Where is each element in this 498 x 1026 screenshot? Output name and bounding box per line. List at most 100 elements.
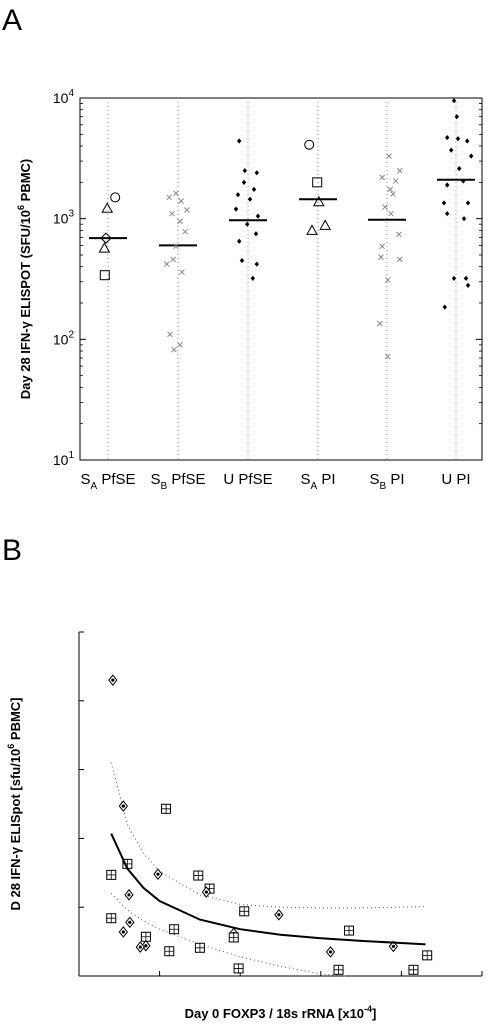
y-tick-label-1: 102 xyxy=(53,329,75,347)
category-label-1: SB PfSE xyxy=(150,471,205,492)
data-point xyxy=(163,261,170,267)
data-point xyxy=(382,204,388,210)
category-sub: B xyxy=(380,481,387,492)
marker-dot xyxy=(237,138,242,144)
data-point xyxy=(110,192,121,203)
category-rest: PI xyxy=(386,471,404,488)
data-point xyxy=(242,168,247,174)
marker-cross xyxy=(344,926,354,936)
y-label-exp: 6 xyxy=(16,205,26,210)
marker-dot xyxy=(233,206,239,212)
category-rest: PI xyxy=(452,471,470,488)
data-point xyxy=(274,908,284,921)
data-point xyxy=(386,153,392,159)
y-tick-exp: 4 xyxy=(68,88,74,99)
marker-cross xyxy=(106,913,116,923)
marker-dot xyxy=(457,165,462,172)
marker-x xyxy=(163,261,170,267)
data-point xyxy=(161,803,172,814)
marker-dot xyxy=(247,196,253,202)
category-label-2: U PfSE xyxy=(223,471,272,488)
data-point xyxy=(445,134,450,141)
data-point xyxy=(376,320,383,327)
marker-x xyxy=(384,353,391,360)
marker-dot xyxy=(465,200,471,206)
category-main: S xyxy=(300,471,310,488)
data-point xyxy=(239,257,245,264)
marker-x xyxy=(396,256,403,263)
data-point xyxy=(408,964,419,975)
marker-x xyxy=(382,204,388,210)
data-point xyxy=(178,198,185,204)
marker-dot xyxy=(253,231,259,237)
marker-x xyxy=(182,228,189,235)
marker-cross xyxy=(408,965,418,975)
category-sub: B xyxy=(160,481,167,492)
marker-x xyxy=(384,277,391,283)
x-label-part2: ] xyxy=(372,1006,376,1021)
data-point xyxy=(445,211,450,217)
marker-cross xyxy=(169,924,179,934)
marker-x xyxy=(387,186,394,193)
marker-x xyxy=(177,218,183,225)
y-tick-base: 10 xyxy=(53,211,69,227)
marker-dot xyxy=(242,168,247,174)
data-point xyxy=(153,868,163,880)
marker-x xyxy=(388,210,394,217)
data-point xyxy=(312,195,325,207)
data-point xyxy=(171,346,177,353)
data-point xyxy=(422,950,433,961)
data-point xyxy=(379,174,386,181)
marker-dot xyxy=(254,170,259,176)
category-label-0: SA PfSE xyxy=(80,471,135,492)
marker-x xyxy=(166,194,173,201)
marker-center-dot xyxy=(138,945,142,949)
marker-x xyxy=(177,342,183,348)
data-point xyxy=(254,261,259,267)
data-point xyxy=(233,963,244,974)
y-tick-base: 10 xyxy=(53,90,69,106)
data-point xyxy=(250,275,255,281)
category-sub: A xyxy=(90,481,97,492)
data-point xyxy=(392,178,399,184)
marker-x xyxy=(167,331,173,338)
marker-square xyxy=(99,270,110,281)
data-point xyxy=(124,889,134,901)
marker-x xyxy=(396,167,403,174)
marker-cross xyxy=(334,965,344,975)
marker-x xyxy=(178,198,185,204)
marker-dot xyxy=(445,182,450,188)
marker-center-dot xyxy=(128,920,132,924)
marker-cross xyxy=(141,932,151,942)
data-point xyxy=(108,674,118,686)
data-point xyxy=(306,224,318,235)
marker-center-dot xyxy=(121,804,125,808)
marker-triangle xyxy=(101,202,114,213)
marker-dot xyxy=(454,114,459,120)
x-label-exp: -4 xyxy=(364,1004,372,1014)
marker-triangle xyxy=(98,242,111,253)
data-point xyxy=(379,243,386,250)
data-point xyxy=(169,924,180,935)
category-main: S xyxy=(369,471,379,488)
y-tick-exp: 3 xyxy=(68,209,74,220)
data-point xyxy=(135,941,145,953)
marker-x xyxy=(386,153,392,159)
marker-cross xyxy=(106,870,116,880)
marker-circle xyxy=(304,139,315,150)
y-axis-label-b: D 28 IFN-γ ELISpot [sfu/106 PBMC] xyxy=(6,697,23,910)
data-point xyxy=(319,219,332,230)
marker-center-dot xyxy=(328,950,333,954)
marker-cross xyxy=(234,963,244,973)
data-point xyxy=(201,886,211,898)
data-point xyxy=(304,139,315,150)
data-point xyxy=(99,270,110,281)
marker-x xyxy=(170,256,177,263)
data-point xyxy=(125,916,135,929)
data-point xyxy=(455,136,461,142)
y-tick-base: 10 xyxy=(53,331,69,347)
marker-dot xyxy=(239,257,245,264)
data-point xyxy=(245,221,250,227)
data-point xyxy=(451,275,457,281)
data-point xyxy=(388,940,398,953)
